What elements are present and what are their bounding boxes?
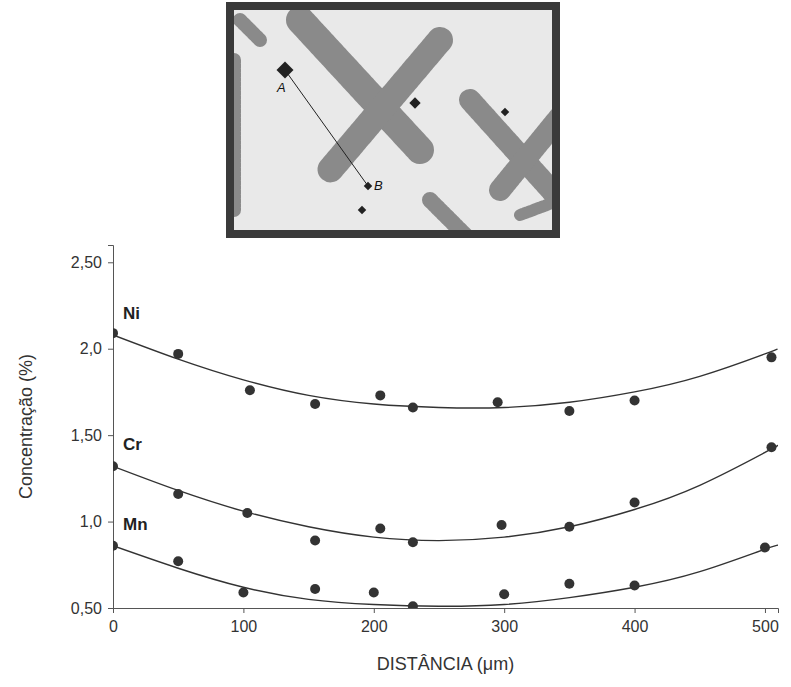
probe-point <box>409 97 420 108</box>
data-point <box>760 543 770 553</box>
x-tick-group: 500 <box>752 608 779 635</box>
y-tick-label: 1,50 <box>71 427 102 444</box>
x-tick-label: 300 <box>491 618 518 635</box>
data-point <box>369 587 379 597</box>
data-point <box>238 587 248 597</box>
x-tick <box>504 608 505 613</box>
data-point <box>242 508 252 518</box>
data-point <box>766 352 776 362</box>
data-point <box>310 399 320 409</box>
y-tick <box>108 349 113 350</box>
x-tick-label: 500 <box>752 618 779 635</box>
micrograph: AB <box>226 2 590 240</box>
y-tick <box>108 608 113 609</box>
y-tick <box>108 522 113 523</box>
y-tick-label: 2,0 <box>80 340 102 357</box>
micrograph-frame <box>226 2 560 238</box>
x-tick <box>374 608 375 613</box>
dendrite <box>240 20 260 40</box>
x-tick-group: 0 <box>109 608 118 635</box>
fit-curve <box>113 445 778 540</box>
annotation: A <box>276 80 286 95</box>
data-point <box>766 442 776 452</box>
x-tick-group: 300 <box>491 608 518 635</box>
data-point <box>408 537 418 547</box>
data-point <box>630 498 640 508</box>
chart: AB01002003004005000,501,01,502,02,50DIST… <box>0 0 791 687</box>
series-label: Cr <box>123 435 142 454</box>
x-tick-label: 100 <box>231 618 258 635</box>
data-point <box>630 581 640 591</box>
y-tick-group: 2,0 <box>80 340 113 357</box>
data-point <box>499 589 509 599</box>
series-labels: Ni Cr Mn <box>123 304 148 534</box>
dendrite <box>430 200 470 230</box>
annotation: B <box>374 178 383 193</box>
x-tick <box>635 608 636 613</box>
data-point <box>497 520 507 530</box>
y-tick-label: 2,50 <box>71 254 102 271</box>
x-tick <box>765 608 766 613</box>
x-axis-title: DISTÂNCIA (μm) <box>377 654 514 674</box>
data-point <box>173 556 183 566</box>
x-tick-group: 100 <box>231 608 258 635</box>
y-tick-group: 2,50 <box>71 254 113 271</box>
trace-line <box>285 70 368 186</box>
data-point <box>375 523 385 533</box>
data-point <box>564 406 574 416</box>
probe-point <box>277 62 294 79</box>
data-point <box>564 579 574 589</box>
data-point <box>113 461 118 471</box>
data-point <box>113 328 118 338</box>
probe-point <box>358 206 366 214</box>
data-point <box>493 397 503 407</box>
axis-line <box>108 246 114 609</box>
data-point <box>310 584 320 594</box>
dendrite <box>330 40 440 170</box>
x-tick-group: 400 <box>622 608 649 635</box>
dendrite <box>234 60 241 210</box>
data-point <box>310 536 320 546</box>
y-tick-group: 0,50 <box>71 600 113 617</box>
plot-marks <box>113 328 778 608</box>
x-tick <box>243 608 244 613</box>
data-point <box>564 522 574 532</box>
data-point <box>173 489 183 499</box>
dendrite <box>520 200 552 215</box>
fit-curve <box>113 335 778 408</box>
data-point <box>245 385 255 395</box>
y-tick-group: 1,50 <box>71 427 113 444</box>
probe-point <box>364 182 372 190</box>
y-axis: 0,50 1,0 1,50 2,0 2,50 <box>71 246 114 617</box>
data-point <box>113 541 118 551</box>
dendrite <box>500 80 552 190</box>
x-tick-label: 0 <box>109 618 118 635</box>
series-label: Ni <box>123 304 140 323</box>
series-label: Mn <box>123 515 148 534</box>
data-point <box>630 396 640 406</box>
y-tick <box>108 262 113 263</box>
y-tick <box>108 435 113 436</box>
axis-line <box>114 609 779 614</box>
x-tick-label: 400 <box>622 618 649 635</box>
y-axis-title: Concentração (%) <box>16 354 36 499</box>
data-point <box>408 402 418 412</box>
probe-point <box>501 108 509 116</box>
x-tick-group: 200 <box>361 608 388 635</box>
data-point <box>173 349 183 359</box>
y-tick-label: 0,50 <box>71 600 102 617</box>
x-tick-label: 200 <box>361 618 388 635</box>
fit-curve <box>113 545 778 606</box>
y-tick-group: 1,0 <box>80 513 113 530</box>
x-axis: 0 100 200 300 400 500 <box>109 608 779 635</box>
data-point <box>408 601 418 608</box>
y-tick-label: 1,0 <box>80 513 102 530</box>
data-point <box>375 390 385 400</box>
